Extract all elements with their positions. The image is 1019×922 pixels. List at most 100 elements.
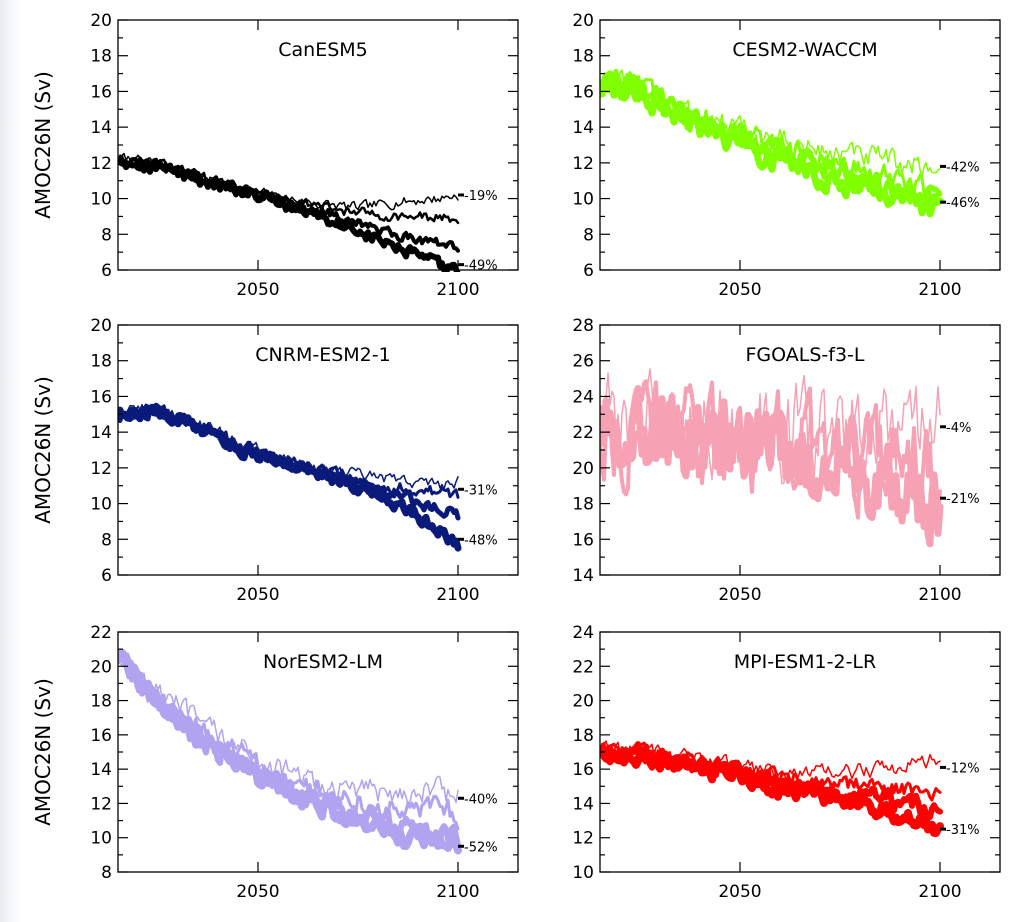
y-tick-label: 10 xyxy=(572,863,594,883)
y-tick-label: 18 xyxy=(90,692,112,712)
y-tick-label: 16 xyxy=(572,530,594,550)
y-tick-label: 10 xyxy=(90,829,112,849)
y-tick-label: 14 xyxy=(90,423,112,443)
y-tick-label: 22 xyxy=(572,657,594,677)
series-line-4 xyxy=(118,158,461,272)
annotation-label: -49% xyxy=(464,259,498,274)
y-tick-label: 20 xyxy=(572,11,594,31)
y-tick-label: 16 xyxy=(90,726,112,746)
series-line-4 xyxy=(600,70,944,218)
y-tick-label: 12 xyxy=(90,459,112,479)
y-tick-label: 22 xyxy=(572,423,594,443)
y-tick-label: 10 xyxy=(90,190,112,210)
y-tick-label: 8 xyxy=(101,863,112,883)
annotation-label: -40% xyxy=(464,792,498,807)
y-tick-label: 6 xyxy=(101,566,112,586)
series-group xyxy=(118,152,461,272)
panel-title: MPI-ESM1-2-LR xyxy=(734,651,876,673)
y-axis-label: AMOC26N (Sv) xyxy=(31,71,55,219)
series-group xyxy=(600,740,944,837)
y-tick-label: 22 xyxy=(90,623,112,643)
panel-title: CNRM-ESM2-1 xyxy=(255,344,390,366)
x-tick-label: 2050 xyxy=(718,280,761,300)
y-tick-label: 8 xyxy=(101,530,112,550)
series-group xyxy=(600,368,944,548)
x-tick-label: 2100 xyxy=(918,280,961,300)
y-tick-label: 24 xyxy=(572,623,594,643)
x-tick-label: 2100 xyxy=(436,882,479,902)
series-line-4 xyxy=(118,648,462,855)
series-line-4 xyxy=(118,403,462,552)
y-tick-label: 28 xyxy=(572,316,594,336)
series-group xyxy=(118,648,462,855)
annotation-label: -21% xyxy=(946,492,980,507)
x-tick-label: 2050 xyxy=(236,280,279,300)
annotation-label: -31% xyxy=(464,483,498,498)
y-tick-label: 10 xyxy=(90,495,112,515)
series-group xyxy=(118,402,462,552)
y-tick-label: 8 xyxy=(583,225,594,245)
y-tick-label: 18 xyxy=(572,47,594,67)
y-tick-label: 12 xyxy=(90,154,112,174)
y-tick-label: 16 xyxy=(90,82,112,102)
annotation-label: -52% xyxy=(464,840,498,855)
y-tick-label: 14 xyxy=(572,794,594,814)
x-tick-label: 2050 xyxy=(236,882,279,902)
x-tick-label: 2100 xyxy=(436,280,479,300)
y-tick-label: 12 xyxy=(572,154,594,174)
annotation-label: -46% xyxy=(946,196,980,211)
y-tick-label: 20 xyxy=(572,692,594,712)
annotation-label: -31% xyxy=(946,823,980,838)
x-tick-label: 2100 xyxy=(436,585,479,605)
y-axis-label: AMOC26N (Sv) xyxy=(31,678,55,826)
annotation-label: -19% xyxy=(464,189,498,204)
series-line-2 xyxy=(600,379,942,520)
annotation-label: -4% xyxy=(946,421,971,436)
y-tick-label: 8 xyxy=(101,225,112,245)
x-tick-label: 2050 xyxy=(718,882,761,902)
y-tick-label: 16 xyxy=(572,82,594,102)
y-tick-label: 26 xyxy=(572,352,594,372)
y-tick-label: 16 xyxy=(572,760,594,780)
panel-6: 10 12 14 16 18 20 22 24 2050 2100 MPI-ESM1-2-LR -12… xyxy=(572,623,1001,902)
panel-title: NorESM2-LM xyxy=(263,651,383,673)
y-tick-label: 6 xyxy=(101,261,112,281)
y-tick-label: 14 xyxy=(572,566,594,586)
x-tick-label: 2050 xyxy=(718,585,761,605)
y-tick-label: 12 xyxy=(572,829,594,849)
panel-title: CESM2-WACCM xyxy=(732,39,877,61)
y-tick-label: 18 xyxy=(90,47,112,67)
y-axis-label: AMOC26N (Sv) xyxy=(31,376,55,524)
y-tick-label: 14 xyxy=(90,760,112,780)
panel-title: CanESM5 xyxy=(278,39,368,61)
x-tick-label: 2100 xyxy=(918,882,961,902)
series-line-3 xyxy=(118,654,461,848)
panel-5: 8 10 12 14 16 18 20 22 2050 2100 NorESM2-LM AMOC26N… xyxy=(31,623,519,902)
y-tick-label: 10 xyxy=(572,190,594,210)
series-line-1 xyxy=(118,652,459,806)
panel-3: 6 8 10 12 14 16 18 20 2050 2100 CNRM-ESM2-1 AMOC26N… xyxy=(31,316,519,605)
series-line-1 xyxy=(600,740,941,780)
series-group xyxy=(600,68,944,218)
y-tick-label: 20 xyxy=(90,316,112,336)
x-tick-label: 2100 xyxy=(918,585,961,605)
series-line-3 xyxy=(600,385,944,548)
y-tick-label: 6 xyxy=(583,261,594,281)
series-line-4 xyxy=(600,746,944,837)
y-tick-label: 20 xyxy=(572,459,594,479)
panel-1: 6 8 10 12 14 16 18 20 2050 2100 CanESM5 AMOC26N (Sv… xyxy=(31,11,519,300)
y-tick-label: 14 xyxy=(572,118,594,138)
y-tick-label: 20 xyxy=(90,11,112,31)
panel-2: 6 8 10 12 14 16 18 20 2050 2100 CESM2-WACCM -42% -46… xyxy=(572,11,1001,300)
annotation-label: -42% xyxy=(946,160,980,175)
y-tick-label: 18 xyxy=(572,726,594,746)
y-tick-label: 16 xyxy=(90,387,112,407)
panel-4: 14 16 18 20 22 24 26 28 2050 2100 FGOALS-f3-L -4% -2… xyxy=(572,316,1001,605)
series-line-3 xyxy=(600,68,943,208)
x-tick-label: 2050 xyxy=(236,585,279,605)
annotation-label: -48% xyxy=(464,533,498,548)
y-tick-label: 24 xyxy=(572,387,594,407)
y-tick-label: 12 xyxy=(90,794,112,814)
y-tick-label: 14 xyxy=(90,118,112,138)
